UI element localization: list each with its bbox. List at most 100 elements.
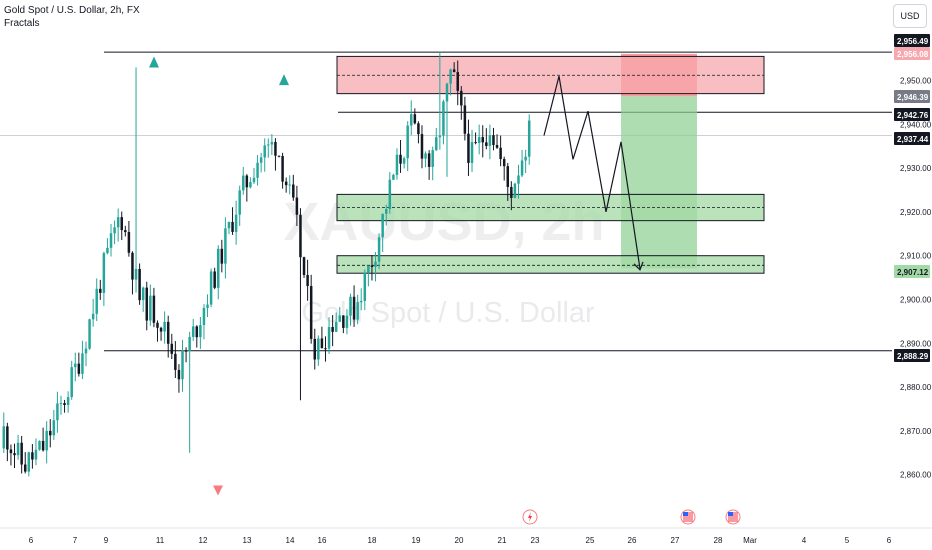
- candle[interactable]: [174, 353, 177, 370]
- candle[interactable]: [263, 145, 266, 158]
- candle[interactable]: [127, 232, 131, 253]
- candle[interactable]: [213, 271, 216, 288]
- candle[interactable]: [199, 325, 202, 338]
- candle[interactable]: [59, 403, 63, 405]
- candle[interactable]: [292, 184, 295, 198]
- candle[interactable]: [470, 142, 474, 163]
- candle[interactable]: [506, 166, 510, 187]
- candle[interactable]: [445, 83, 449, 102]
- candle[interactable]: [274, 141, 277, 156]
- candle[interactable]: [2, 426, 6, 449]
- candle[interactable]: [510, 186, 513, 198]
- candle[interactable]: [288, 184, 291, 186]
- candle[interactable]: [334, 321, 338, 332]
- candle[interactable]: [84, 348, 88, 354]
- candle[interactable]: [295, 197, 299, 215]
- candle[interactable]: [424, 153, 427, 159]
- candle[interactable]: [317, 338, 320, 360]
- candle[interactable]: [259, 157, 263, 163]
- candle[interactable]: [349, 296, 352, 316]
- candle[interactable]: [70, 367, 73, 398]
- candle[interactable]: [31, 452, 34, 460]
- candle[interactable]: [242, 175, 245, 191]
- candle[interactable]: [184, 350, 188, 352]
- candle[interactable]: [345, 315, 349, 328]
- candle[interactable]: [338, 315, 342, 322]
- candle[interactable]: [352, 296, 356, 320]
- candle[interactable]: [417, 123, 420, 135]
- candle[interactable]: [402, 158, 406, 164]
- candle[interactable]: [234, 214, 238, 232]
- candle[interactable]: [527, 120, 531, 157]
- candle[interactable]: [524, 156, 527, 161]
- candle[interactable]: [20, 442, 23, 465]
- candle[interactable]: [320, 338, 324, 349]
- candle[interactable]: [363, 272, 367, 301]
- candle[interactable]: [431, 150, 434, 167]
- candle[interactable]: [13, 453, 16, 456]
- candle[interactable]: [113, 227, 116, 234]
- candle[interactable]: [45, 430, 48, 451]
- candle[interactable]: [485, 142, 488, 146]
- candle[interactable]: [66, 397, 70, 405]
- candle[interactable]: [267, 144, 270, 146]
- candle[interactable]: [449, 69, 452, 84]
- candle[interactable]: [220, 248, 224, 264]
- candle[interactable]: [245, 175, 249, 188]
- candle[interactable]: [134, 268, 138, 280]
- candle[interactable]: [502, 159, 506, 167]
- candle[interactable]: [163, 321, 166, 332]
- candle[interactable]: [467, 133, 470, 163]
- candle[interactable]: [374, 261, 377, 268]
- candle[interactable]: [116, 217, 120, 228]
- candle[interactable]: [281, 156, 284, 182]
- candle[interactable]: [331, 326, 334, 332]
- candle[interactable]: [306, 274, 309, 287]
- candle[interactable]: [52, 420, 56, 436]
- candle[interactable]: [474, 142, 477, 144]
- candle[interactable]: [395, 154, 399, 175]
- candle[interactable]: [95, 288, 98, 314]
- candle[interactable]: [149, 295, 152, 321]
- candle[interactable]: [16, 442, 20, 456]
- candle[interactable]: [195, 326, 199, 338]
- candle[interactable]: [381, 213, 384, 238]
- candle[interactable]: [124, 230, 127, 233]
- candle[interactable]: [442, 101, 445, 136]
- candle[interactable]: [227, 221, 231, 229]
- candle[interactable]: [170, 343, 174, 354]
- candle[interactable]: [342, 315, 345, 328]
- candle[interactable]: [481, 137, 484, 143]
- candle[interactable]: [63, 403, 66, 405]
- candle[interactable]: [256, 162, 259, 178]
- candle[interactable]: [356, 302, 359, 320]
- candle[interactable]: [392, 174, 395, 180]
- candle[interactable]: [438, 135, 442, 138]
- candle[interactable]: [499, 147, 502, 160]
- candle[interactable]: [492, 135, 495, 146]
- candle[interactable]: [191, 326, 195, 337]
- candle[interactable]: [517, 175, 520, 184]
- candle[interactable]: [23, 464, 27, 472]
- candle[interactable]: [206, 304, 209, 308]
- candle[interactable]: [181, 350, 184, 380]
- candle[interactable]: [299, 214, 302, 258]
- candle[interactable]: [27, 452, 31, 472]
- candle[interactable]: [138, 268, 141, 301]
- candle[interactable]: [456, 72, 459, 91]
- candle[interactable]: [99, 288, 102, 293]
- candle[interactable]: [91, 313, 95, 320]
- candle[interactable]: [81, 353, 84, 374]
- candle[interactable]: [231, 221, 234, 232]
- candle[interactable]: [209, 271, 213, 305]
- projection-path[interactable]: [543, 75, 641, 269]
- candle[interactable]: [435, 137, 438, 151]
- candle[interactable]: [88, 319, 91, 349]
- candle[interactable]: [495, 145, 499, 148]
- candle[interactable]: [102, 253, 106, 293]
- position-target-zone[interactable]: [621, 96, 697, 269]
- candle[interactable]: [452, 69, 456, 73]
- candle[interactable]: [38, 440, 41, 450]
- candle[interactable]: [410, 114, 413, 126]
